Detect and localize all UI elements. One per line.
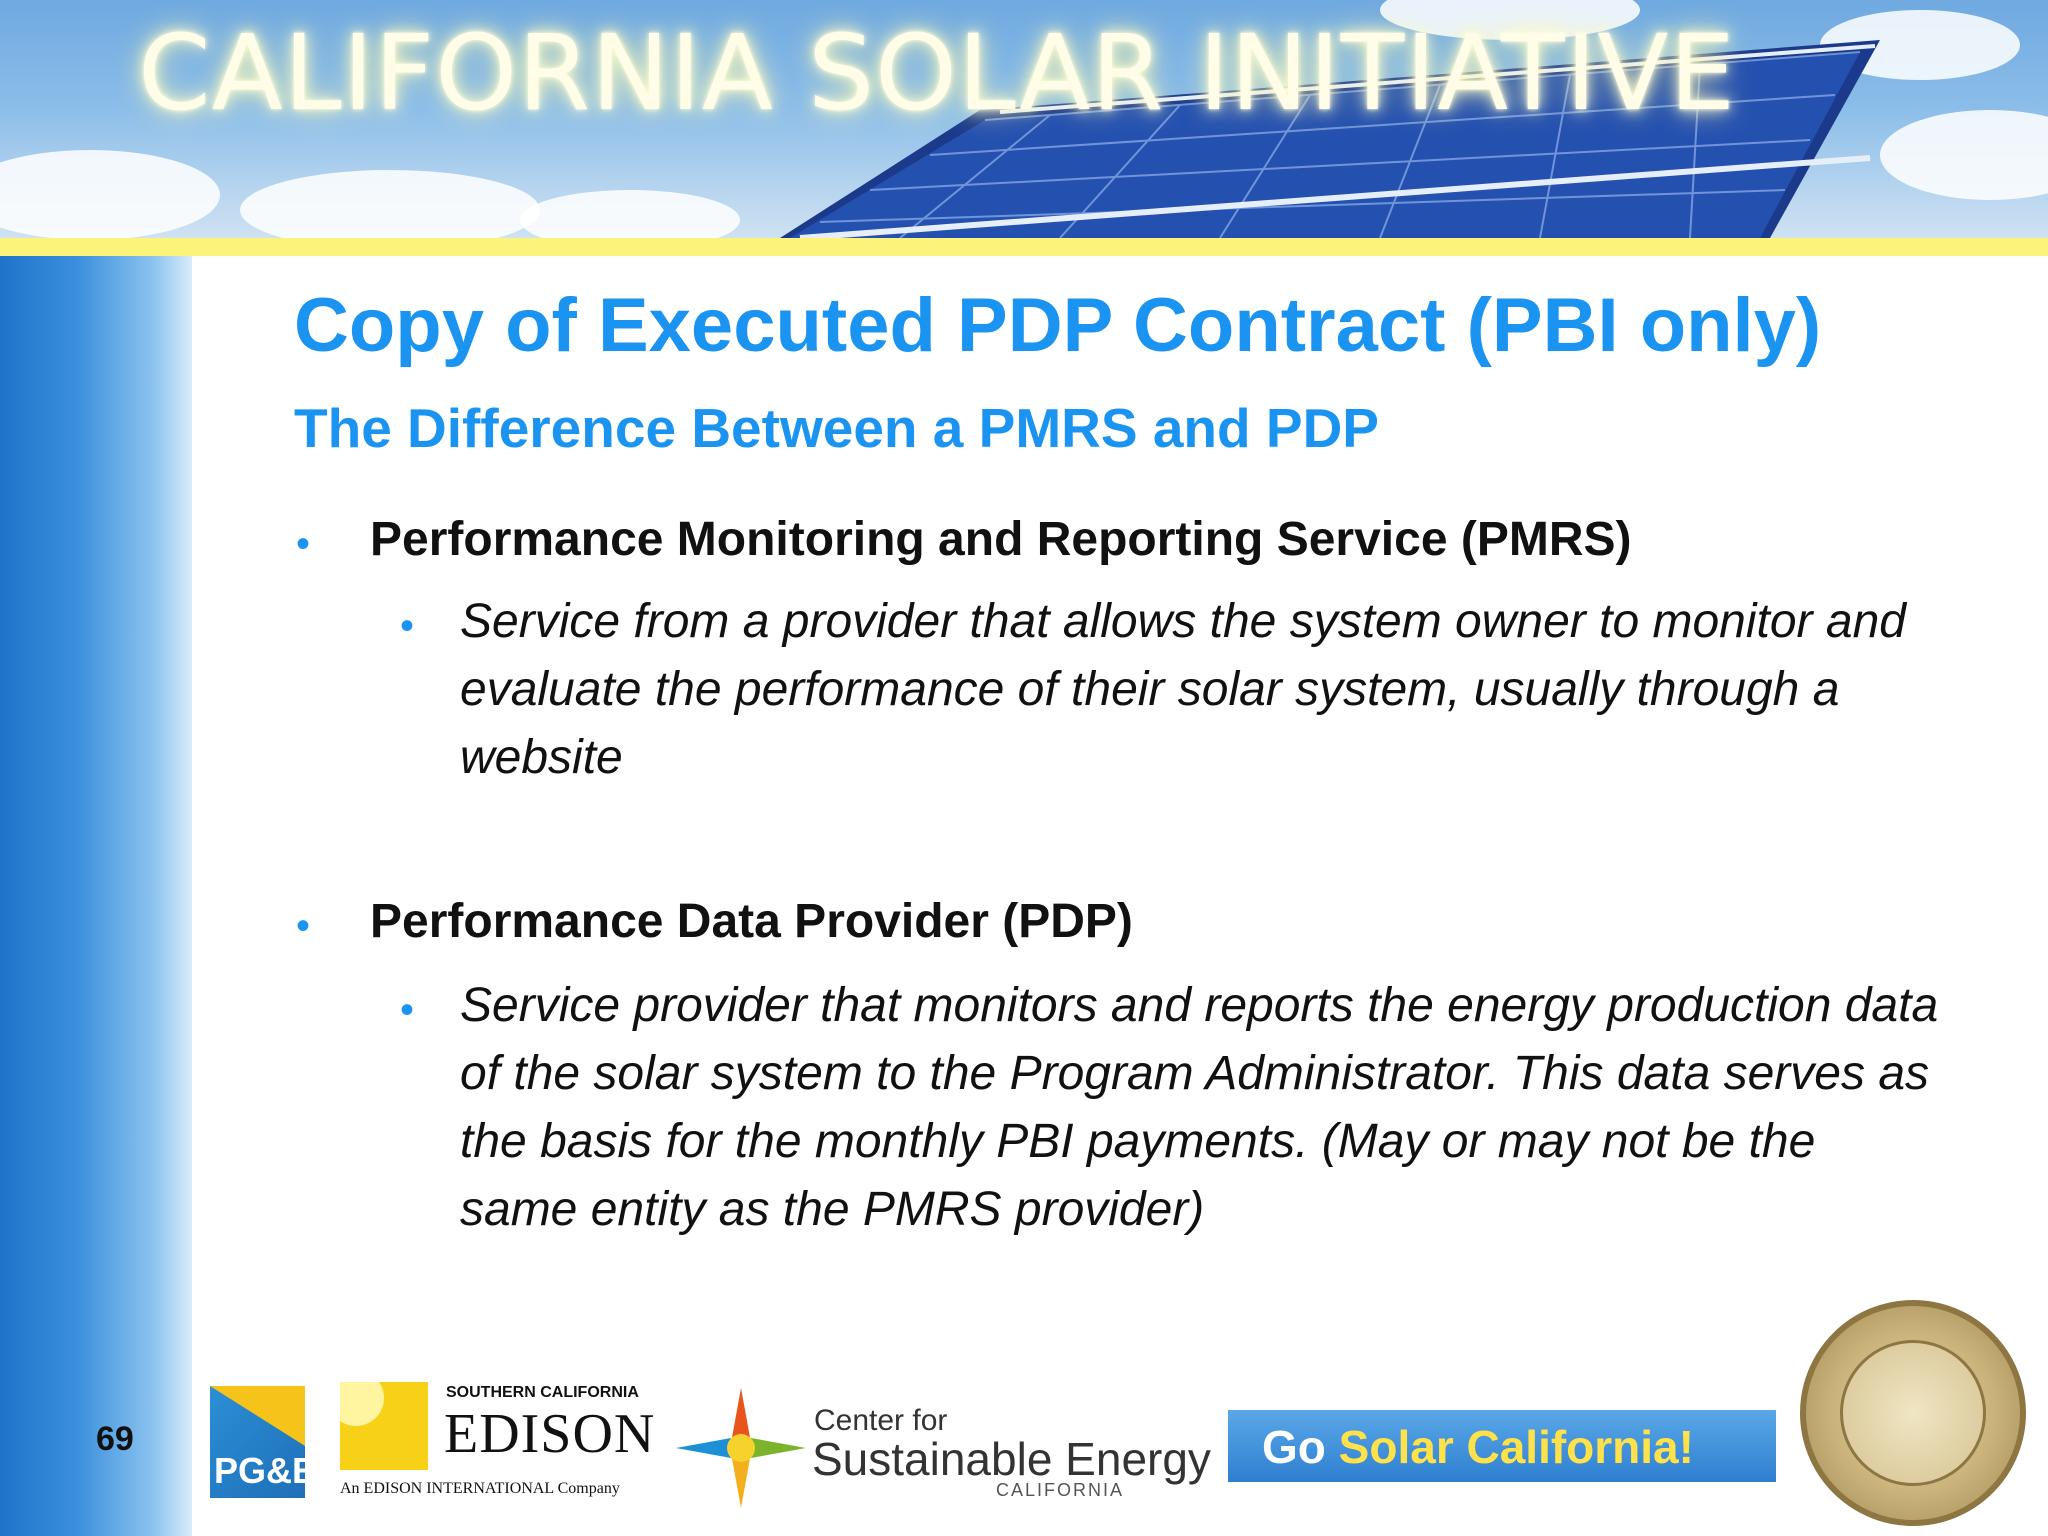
bullet-heading: Performance Data Provider (PDP) [370, 895, 1133, 948]
cse-line1: Center for [814, 1404, 948, 1437]
pge-logo: PG&E [210, 1386, 316, 1498]
sce-small-text: SOUTHERN CALIFORNIA [446, 1384, 639, 1401]
bullet-dot-icon: • [400, 988, 415, 1032]
cse-logo: Center for Sustainable Energy CALIFORNIA [676, 1388, 1211, 1508]
banner-title: CALIFORNIA SOLAR INITIATIVE [138, 12, 1737, 134]
cse-line3: CALIFORNIA [996, 1480, 1125, 1500]
cloud-shape [0, 150, 220, 238]
solar-panel-image [780, 40, 1880, 238]
bullet-detail: Service from a provider that allows the … [460, 595, 1906, 784]
header-banner: CALIFORNIA SOLAR INITIATIVE [0, 0, 2048, 238]
bullet-dot-icon: • [400, 604, 415, 648]
go-solar-california-logo: Go Solar California! [1228, 1410, 1776, 1482]
cloud-shape [1880, 110, 2048, 200]
cpuc-seal-logo [1800, 1300, 2026, 1526]
go-solar-text: Go Solar California! [1262, 1420, 1694, 1474]
solar-california-words: Solar California! [1338, 1421, 1694, 1473]
cse-line2: Sustainable Energy [812, 1433, 1211, 1485]
yellow-divider [0, 238, 2048, 256]
bullet-dot-icon: • [296, 904, 311, 948]
sce-name: EDISON [444, 1403, 656, 1465]
cse-compass-icon [676, 1388, 806, 1508]
slide-title: Copy of Executed PDP Contract (PBI only) [294, 283, 1822, 368]
left-blue-strip [0, 256, 192, 1536]
sce-subtitle: An EDISON INTERNATIONAL Company [340, 1480, 620, 1497]
bullet-detail: Service provider that monitors and repor… [460, 979, 1939, 1236]
slide-subtitle: The Difference Between a PMRS and PDP [294, 397, 1379, 459]
bullet-dot-icon: • [296, 522, 311, 566]
seal-center-emblem [1840, 1340, 1986, 1486]
pge-logo-text: PG&E [214, 1450, 317, 1491]
bullet-heading: Performance Monitoring and Reporting Ser… [370, 513, 1632, 566]
pge-wedge-shape [210, 1386, 305, 1446]
cloud-shape [520, 190, 740, 238]
go-word: Go [1262, 1421, 1339, 1473]
sce-sun-icon [340, 1382, 428, 1470]
page-number: 69 [96, 1420, 134, 1458]
sce-logo: SOUTHERN CALIFORNIA EDISON An EDISON INT… [340, 1380, 660, 1502]
cloud-shape [240, 170, 540, 238]
